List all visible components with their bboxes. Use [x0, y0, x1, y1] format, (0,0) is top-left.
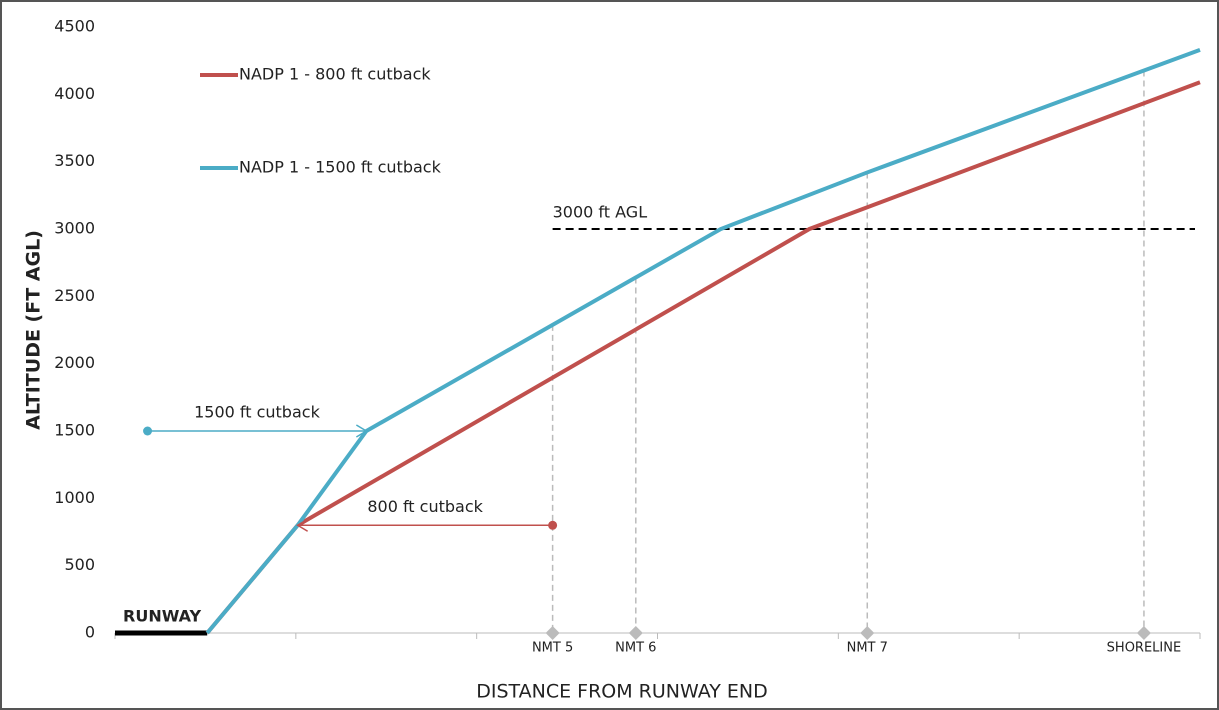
x-axis-label: DISTANCE FROM RUNWAY END	[476, 681, 768, 703]
y-tick-label: 4000	[54, 84, 95, 103]
arrow-dot	[143, 426, 153, 436]
y-tick-label: 2500	[54, 286, 95, 305]
arrow-head	[296, 518, 309, 532]
marker-label: SHORELINE	[1107, 641, 1182, 656]
y-tick-label: 3500	[54, 151, 95, 170]
y-tick-label: 1000	[54, 488, 95, 507]
marker-label: NMT 6	[615, 641, 656, 656]
y-tick-label: 1500	[54, 421, 95, 440]
arrow-dot	[548, 520, 558, 530]
legend-label: NADP 1 - 800 ft cutback	[239, 65, 431, 84]
annotation-label: 800 ft cutback	[367, 497, 483, 516]
y-tick-label: 0	[85, 623, 95, 642]
series-line	[205, 48, 1201, 635]
legend-label: NADP 1 - 1500 ft cutback	[239, 158, 442, 177]
marker-label: NMT 5	[532, 641, 573, 656]
marker-diamond	[1136, 626, 1151, 640]
reference-label: 3000 ft AGL	[553, 203, 648, 222]
arrow-head	[355, 424, 368, 438]
y-axis-label: ALTITUDE (FT AGL)	[23, 230, 45, 430]
marker-label: NMT 7	[847, 641, 888, 656]
y-tick-label: 2000	[54, 353, 95, 372]
marker-diamond	[860, 626, 875, 640]
y-tick-label: 4500	[54, 17, 95, 36]
runway-label: RUNWAY	[123, 607, 201, 626]
marker-diamond	[628, 626, 643, 640]
y-tick-label: 3000	[54, 219, 95, 238]
annotation-label: 1500 ft cutback	[194, 403, 320, 422]
marker-diamond	[545, 626, 560, 640]
y-tick-label: 500	[64, 555, 95, 574]
